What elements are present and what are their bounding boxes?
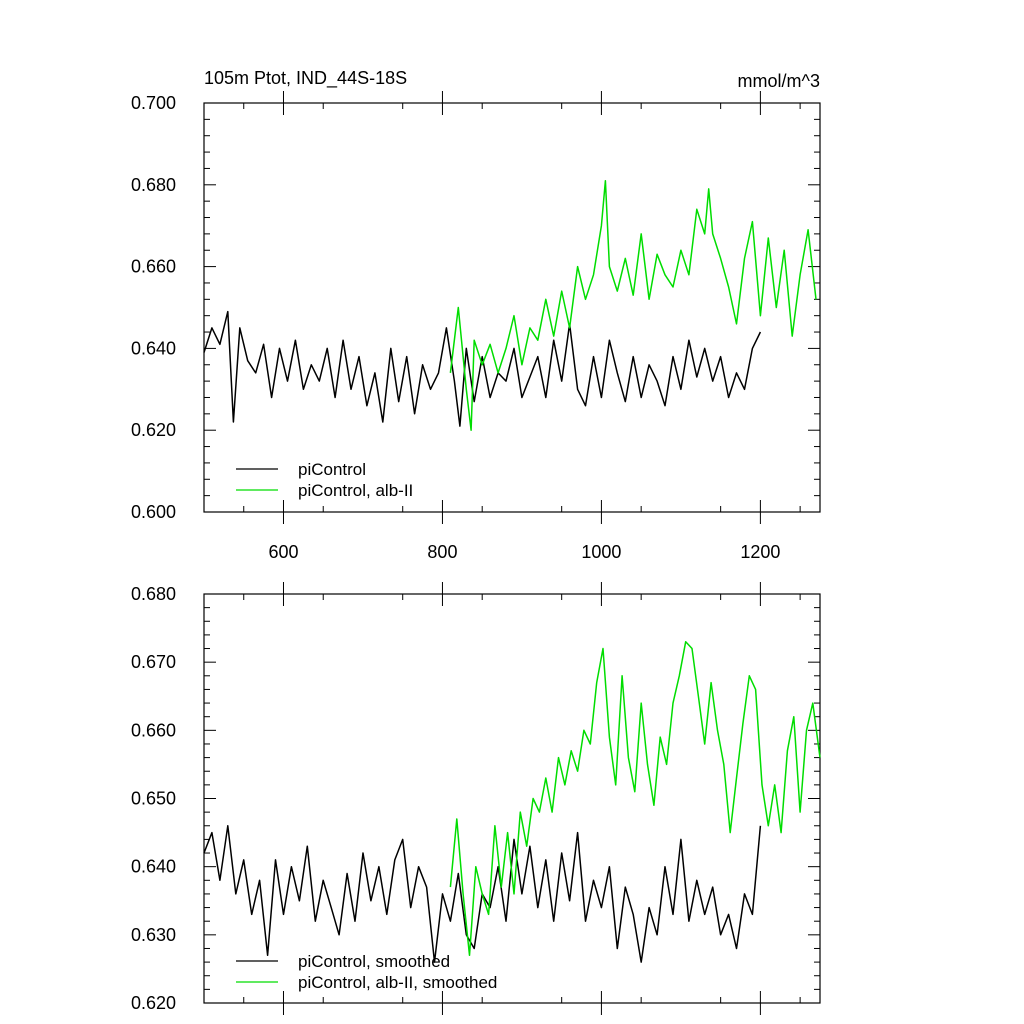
- bottom-chart-panel: 0.620 0.630 0.640 0.650 0.660 0.670 0.680 piCo…: [131, 582, 821, 1015]
- top-chart-panel: 105m Ptot, IND_44S-18S mmol/m^3 0.6000.6…: [131, 68, 821, 562]
- legend-label-picontrol: piControl: [298, 460, 366, 479]
- legend-label-alb-ii: piControl, alb-II: [298, 481, 413, 500]
- legend-label-picontrol-smoothed: piControl, smoothed: [298, 952, 450, 971]
- y-tick-label: 0.640: [131, 857, 176, 877]
- y-tick-labels: 0.600 0.620 0.640 0.660 0.680 0.700: [131, 93, 176, 522]
- series-line-picontrol: [203, 310, 762, 427]
- y-tick-label: 0.600: [131, 502, 176, 522]
- y-tick-label: 0.630: [131, 925, 176, 945]
- units-label: mmol/m^3: [738, 71, 820, 91]
- axis-ticks: [204, 582, 820, 1015]
- plot-frame: [203, 102, 821, 513]
- y-tick-label: 0.680: [131, 584, 176, 604]
- y-tick-label: 0.700: [131, 93, 176, 113]
- chart-title: 105m Ptot, IND_44S-18S: [204, 68, 407, 89]
- y-tick-label: 0.660: [131, 720, 176, 740]
- x-tick-label: 1200: [740, 542, 780, 562]
- y-tick-label: 0.660: [131, 257, 176, 277]
- y-tick-label: 0.620: [131, 420, 176, 440]
- series-line-picontrol-alb-ii: [449, 179, 817, 431]
- x-tick-labels: 600 800 1000 1200: [268, 542, 780, 562]
- y-tick-label: 0.650: [131, 789, 176, 809]
- series-lines: [203, 640, 821, 963]
- series-line-picontrol-alb-ii-smoothed: [449, 640, 821, 957]
- y-tick-label: 0.680: [131, 175, 176, 195]
- x-tick-label: 1000: [581, 542, 621, 562]
- y-tick-label: 0.620: [131, 993, 176, 1013]
- x-tick-label: 800: [427, 542, 457, 562]
- legend: piControl piControl, alb-II: [236, 460, 413, 500]
- legend: piControl, smoothed piControl, alb-II, s…: [236, 952, 497, 992]
- axis-ticks: [204, 91, 820, 524]
- y-tick-labels: 0.620 0.630 0.640 0.650 0.660 0.670 0.680: [131, 584, 176, 1013]
- x-tick-label: 600: [268, 542, 298, 562]
- legend-label-alb-ii-smoothed: piControl, alb-II, smoothed: [298, 973, 497, 992]
- series-lines: [203, 179, 817, 431]
- y-tick-label: 0.640: [131, 338, 176, 358]
- y-tick-label: 0.670: [131, 652, 176, 672]
